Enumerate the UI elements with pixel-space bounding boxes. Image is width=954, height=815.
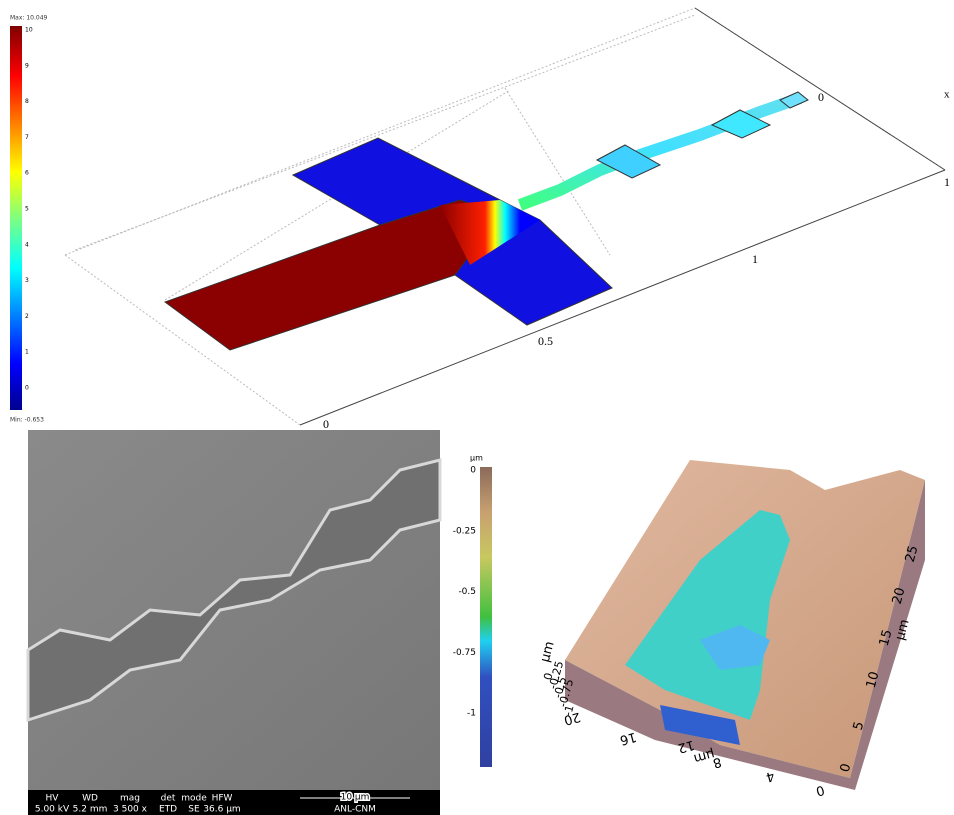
- colorbar-tick: -0.5: [458, 587, 476, 597]
- info-header: mag: [120, 794, 140, 804]
- axis-label: 1: [944, 175, 950, 189]
- figure-canvas: Max: 10.049 Min: -0.653 109876543210 0 0…: [0, 0, 954, 815]
- info-header: det: [161, 794, 176, 804]
- colorbar: [10, 26, 22, 410]
- x-tick: 16: [618, 729, 638, 748]
- info-value: 5.00 kV: [35, 805, 70, 815]
- info-value: SE: [188, 805, 200, 815]
- colorbar-tick: 2: [25, 313, 29, 320]
- colorbar-tick: 4: [25, 241, 29, 248]
- scale-label: 10 µm: [341, 793, 370, 803]
- colorbar-tick: 0: [470, 466, 476, 476]
- colorbar-min: Min: -0.653: [10, 417, 44, 424]
- colorbar-tick: 3: [25, 277, 29, 284]
- colorbar-tick: -0.25: [453, 526, 476, 536]
- afm-panel: µm 0-0.25-0.5-0.75-1 µm0-0.25-0.5-0.75-1…: [453, 454, 925, 799]
- info-value: 36.6 µm: [203, 805, 240, 815]
- colorbar-tick: 1: [25, 349, 29, 356]
- info-value: ETD: [159, 805, 177, 815]
- colorbar-unit: µm: [470, 454, 483, 463]
- axis-label: 0: [323, 417, 329, 431]
- colorbar-tick: -0.75: [453, 648, 476, 658]
- colorbar-tick: 6: [25, 170, 29, 177]
- colorbar-tick: 0: [25, 385, 29, 392]
- colorbar-tick: 5: [25, 206, 29, 213]
- figure: Max: 10.049 Min: -0.653 109876543210 0 0…: [0, 0, 954, 815]
- info-header: mode: [181, 794, 207, 804]
- afm-colorbar: [480, 467, 492, 767]
- x-tick: 4: [764, 768, 776, 785]
- x-tick: 0: [814, 782, 826, 799]
- info-header: WD: [82, 794, 98, 804]
- colorbar-tick: -1: [467, 709, 476, 719]
- colorbar-max: Max: 10.049: [10, 15, 48, 22]
- colorbar-tick: 7: [25, 134, 29, 141]
- waveguide: [520, 98, 800, 205]
- info-header: HFW: [212, 794, 233, 804]
- info-header: HV: [46, 794, 60, 804]
- info-value: 3 500 x: [113, 805, 148, 815]
- axis-name: x: [944, 89, 950, 101]
- axis-label: 0.5: [538, 334, 553, 348]
- info-value: 5.2 mm: [73, 805, 108, 815]
- sem-image: [28, 430, 440, 790]
- colorbar-tick: 9: [25, 62, 29, 69]
- colorbar-tick: 8: [25, 98, 29, 105]
- axis-label: 1: [752, 252, 758, 266]
- lab-name: ANL-CNM: [334, 805, 376, 815]
- axis-label: 0: [818, 90, 824, 104]
- colorbar-tick: 10: [25, 27, 33, 34]
